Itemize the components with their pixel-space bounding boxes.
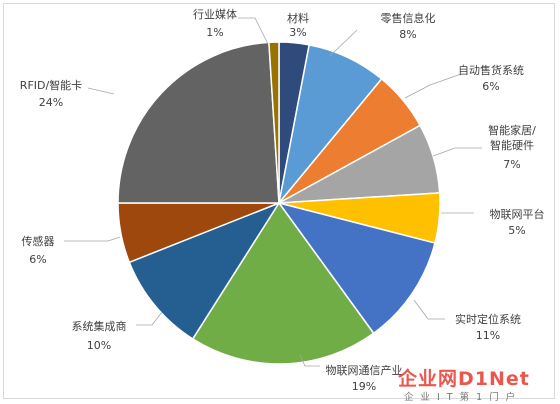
slice-category-label: 传感器 [22,235,55,248]
slice-percent-label: 11% [476,329,500,342]
leader-line [64,236,121,242]
leader-line [299,354,320,367]
slice-percent-label: 1% [206,26,223,39]
pie-slice [128,201,281,340]
slice-category-label: 智能硬件 [490,138,534,152]
pie-slice [117,41,280,204]
slice-percent-label: 19% [352,380,376,393]
leader-line [329,29,358,57]
slice-category-label: 系统集成商 [72,319,127,333]
slice-category-label: 物联网平台 [490,207,545,221]
watermark-brand: 企业网D1Net [398,368,530,390]
slice-category-label: 自动售货系统 [458,63,524,77]
slice-percent-label: 5% [508,224,525,237]
pie-slice [277,201,436,335]
leader-line [413,299,445,320]
slice-category-label: 实时定位系统 [455,312,521,326]
slice-category-label: 智能家居/ [488,123,536,137]
leader-line [432,147,482,157]
pie-slice [191,201,375,365]
slice-category-label: 零售信息化 [381,11,436,25]
slice-category-label: 材料 [287,11,309,25]
slice-percent-label: 7% [503,158,520,171]
slice-category-label: RFID/智能卡 [20,78,82,92]
slice-percent-label: 10% [87,339,111,352]
slice-percent-label: 8% [399,28,416,41]
slice-percent-label: 3% [289,26,306,39]
watermark-tagline: 企业IT第1门户 [404,392,523,403]
slice-category-label: 行业媒体 [193,7,237,21]
leader-line [238,17,269,45]
leader-line [136,311,163,326]
leader-line [87,87,115,95]
slice-percent-label: 6% [29,253,46,266]
slice-category-label: 物联网通信产业 [326,363,403,377]
watermark-logo: 企业网D1Net 企业IT第1门户 [390,364,556,403]
leader-line [404,73,462,99]
slice-percent-label: 6% [482,80,499,93]
pie-slice [268,41,280,204]
slice-percent-label: 24% [39,96,63,109]
